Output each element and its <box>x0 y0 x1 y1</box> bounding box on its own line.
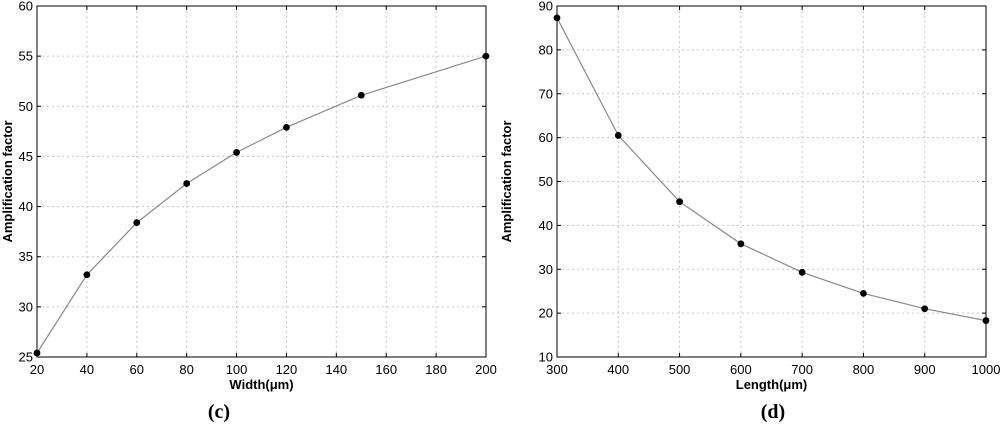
chart-2-data-point-2 <box>676 198 683 206</box>
chart-2-series-line-0 <box>556 17 987 322</box>
chart-1-ytick-label-3: 40 <box>19 199 33 214</box>
chart-2-ytick-label-1: 20 <box>539 306 553 321</box>
chart-1-data-point-6 <box>357 91 365 99</box>
chart-1-data-point-3 <box>183 180 191 187</box>
chart-2-y-axis-label: Amplification factor <box>499 120 514 242</box>
chart-1-xtick-label-2: 60 <box>130 362 144 377</box>
chart-1-ytick-label-0: 25 <box>19 350 33 365</box>
chart-2-data-point-4 <box>798 268 806 276</box>
chart-1-ytick-label-4: 45 <box>19 149 33 164</box>
chart-1-data-point-1 <box>83 271 91 279</box>
chart-1-x-axis-label: Width(μm) <box>229 377 293 392</box>
chart-2-ytick-label-3: 40 <box>539 218 553 233</box>
chart-1-data-point-0 <box>33 349 41 357</box>
chart-1-data-point-4 <box>233 149 240 156</box>
chart-2-ytick-label-8: 90 <box>539 0 553 14</box>
chart-2-panel-label: (d) <box>761 401 785 423</box>
chart-2-ytick-label-7: 80 <box>539 42 553 57</box>
chart-1-ytick-label-2: 35 <box>19 249 33 264</box>
chart-1-axes-frame <box>36 5 487 358</box>
chart-2-data-point-1 <box>614 132 622 139</box>
chart-2-data-point-7 <box>982 317 990 324</box>
chart-1-data-point-5 <box>283 123 290 131</box>
chart-2-data-point-5 <box>860 289 867 297</box>
chart-1-ytick-label-5: 50 <box>19 99 33 114</box>
chart-2-ytick-label-4: 50 <box>539 174 553 189</box>
chart-1-data-point-2 <box>133 219 141 227</box>
chart-2-ytick-label-0: 10 <box>539 350 553 365</box>
chart-2-xtick-label-0: 300 <box>546 362 568 377</box>
chart-2-x-axis-label: Length(μm) <box>736 377 808 392</box>
chart-2-xtick-label-4: 700 <box>791 362 813 377</box>
chart-2-ytick-label-2: 30 <box>539 262 553 277</box>
chart-2-xtick-label-3: 600 <box>730 362 752 377</box>
chart-2-data-point-6 <box>921 305 929 313</box>
chart-1-xtick-label-9: 200 <box>475 362 497 377</box>
chart-1-ytick-label-1: 30 <box>19 299 33 314</box>
chart-2-xtick-label-6: 900 <box>914 362 936 377</box>
chart-1-y-axis-label: Amplification factor <box>0 120 15 242</box>
chart-1-xtick-label-8: 180 <box>425 362 447 377</box>
chart-2-data-point-3 <box>737 240 745 248</box>
chart-2-data-point-0 <box>553 14 561 22</box>
chart-2-ytick-label-6: 70 <box>539 86 553 101</box>
chart-1-xtick-label-1: 40 <box>80 362 94 377</box>
chart-1-xtick-label-4: 100 <box>226 362 248 377</box>
chart-1-series-line-0 <box>36 55 487 354</box>
chart-1-xtick-label-7: 160 <box>375 362 397 377</box>
chart-1-ytick-label-7: 60 <box>19 0 33 14</box>
chart-1-xtick-label-6: 140 <box>325 362 347 377</box>
chart-1-panel-label: (c) <box>208 401 230 423</box>
chart-2-xtick-label-2: 500 <box>669 362 691 377</box>
chart-2-plot-area <box>557 6 986 357</box>
chart-1-xtick-label-5: 120 <box>276 362 298 377</box>
chart-1-plot-area <box>37 6 486 357</box>
chart-2-ytick-label-5: 60 <box>539 130 553 145</box>
chart-1-xtick-label-0: 20 <box>30 362 44 377</box>
chart-2-xtick-label-7: 1000 <box>972 362 1000 377</box>
chart-2-xtick-label-5: 800 <box>853 362 875 377</box>
chart-1-ytick-label-6: 55 <box>19 49 33 64</box>
chart-1-xtick-label-3: 80 <box>179 362 193 377</box>
chart-2-xtick-label-1: 400 <box>607 362 629 377</box>
chart-1-data-point-7 <box>482 52 490 60</box>
